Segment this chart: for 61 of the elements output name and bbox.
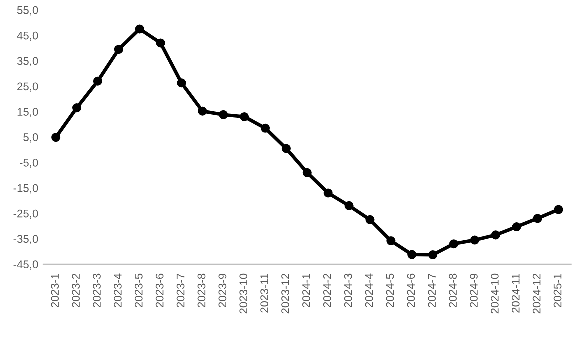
point <box>219 110 228 120</box>
point <box>156 38 166 48</box>
x-tick-label: 2023-10 <box>240 274 248 314</box>
x-tick-label: 2023-2 <box>72 274 80 308</box>
x-tick-label: 2023-6 <box>156 274 164 308</box>
point <box>533 214 542 224</box>
point <box>408 250 417 260</box>
point <box>512 222 522 232</box>
point <box>428 250 438 260</box>
x-tick-label: 2024-4 <box>365 274 374 308</box>
x-tick-label: 2024-3 <box>344 274 352 308</box>
point <box>449 240 459 249</box>
x-tick-label: 2023-11 <box>260 274 268 313</box>
point <box>324 188 333 198</box>
point <box>72 104 82 113</box>
y-tick-label: 15,0 <box>18 108 38 118</box>
point <box>344 201 354 210</box>
x-tick-label: 2024-11 <box>512 274 520 313</box>
y-tick-label: -45,0 <box>14 260 38 270</box>
point <box>366 215 375 224</box>
x-tick-label: 2023-4 <box>114 274 122 308</box>
x-tick-label: 2023-12 <box>282 274 290 314</box>
x-tick-label: 2024-8 <box>449 274 457 308</box>
x-tick-label: 2023-1 <box>51 274 60 308</box>
x-tick-label: 2023-8 <box>198 274 206 308</box>
x-tick-label: 2023-3 <box>93 274 101 308</box>
y-tick-label: 55,0 <box>17 6 38 16</box>
point <box>240 112 250 122</box>
x-tick-label: 2024-1 <box>302 274 310 308</box>
y-tick-label: -5,0 <box>20 158 38 168</box>
point <box>52 133 61 142</box>
point <box>198 106 208 116</box>
point <box>491 230 500 240</box>
x-tick-label: 2024-5 <box>386 274 394 308</box>
point <box>302 168 312 178</box>
x-tick-label: 2023-9 <box>218 274 227 308</box>
x-tick-label: 2024-10 <box>491 274 499 314</box>
point <box>282 144 291 154</box>
y-tick-label: -25,0 <box>14 210 38 220</box>
point <box>114 45 124 54</box>
x-tick-label: 2025-1 <box>554 274 562 308</box>
x-tick-label: 2024-6 <box>407 274 416 308</box>
point <box>554 205 564 214</box>
x-tick-label: 2024-12 <box>532 274 541 314</box>
point <box>386 236 396 246</box>
y-tick-label: 45,0 <box>17 32 38 42</box>
x-tick-label: 2024-2 <box>323 274 332 308</box>
x-tick-label: 2024-9 <box>470 274 478 308</box>
point <box>260 124 270 133</box>
point <box>177 78 186 88</box>
y-tick-label: -35,0 <box>14 235 38 244</box>
x-tick-label: 2023-7 <box>176 274 185 308</box>
point <box>93 76 102 86</box>
y-tick-label: -15,0 <box>14 184 38 194</box>
point <box>470 236 480 245</box>
y-tick-label: 25,0 <box>18 82 38 92</box>
x-tick-label: 2024-7 <box>428 274 436 308</box>
point <box>135 24 144 34</box>
y-tick-label: 35,0 <box>17 57 38 66</box>
x-tick-label: 2023-5 <box>134 274 143 308</box>
y-tick-label: 5,0 <box>24 134 38 143</box>
